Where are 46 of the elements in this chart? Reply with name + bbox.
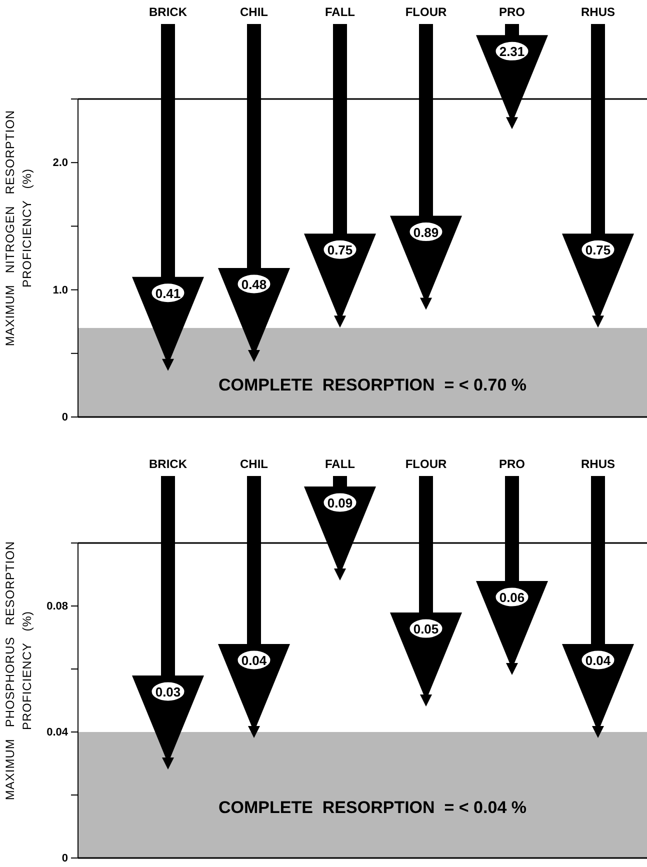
- point: [420, 694, 432, 706]
- y-tick-label: 2.0: [52, 157, 68, 170]
- text: 2.31: [499, 44, 525, 60]
- point: [420, 298, 432, 310]
- annotation: 0.04: [241, 653, 268, 668]
- y-tick-label: 0.08: [46, 600, 68, 613]
- band-label: COMPLETE RESORPTION = < 0.70 %: [218, 375, 526, 394]
- y-tick-label: 0: [62, 852, 68, 865]
- annotation: 0.03: [155, 684, 181, 700]
- x-tick-label: CHIL: [240, 457, 268, 471]
- point: [248, 350, 260, 362]
- text: 0.09: [327, 496, 353, 510]
- y-tick-label: 0: [62, 412, 68, 424]
- x-tick-label: FALL: [325, 5, 355, 19]
- point: [506, 663, 518, 675]
- y-tick-label: 1.0: [52, 284, 68, 296]
- annotation: 0.89: [413, 224, 439, 240]
- x-tick-label: PRO: [498, 457, 526, 471]
- annotation: 0.75: [585, 242, 611, 258]
- x-tick-label: RHUS: [580, 5, 616, 19]
- annotation: 0.75: [327, 242, 353, 258]
- x-tick-label: FLOUR: [405, 457, 447, 471]
- y-axis-title: MAXIMUM NITROGEN RESORPTION PROFICIENCY (%): [3, 110, 34, 346]
- annotation: 0.06: [499, 590, 525, 605]
- x-tick-label: FLOUR: [405, 5, 447, 19]
- point: [592, 316, 604, 328]
- band-label: COMPLETE RESORPTION = < 0.04 %: [218, 798, 526, 817]
- x-tick-label: FALL: [325, 457, 355, 471]
- x-tick-label: BRICK: [149, 457, 188, 471]
- point: [334, 568, 346, 580]
- point: [248, 726, 260, 738]
- x-tick-label: PRO: [498, 5, 526, 19]
- annotation: 0.04: [585, 653, 612, 668]
- x-tick-label: RHUS: [580, 457, 616, 471]
- point: [162, 758, 174, 770]
- y-tick-label: 0.04: [46, 726, 69, 739]
- annotation: 0.48: [241, 276, 267, 292]
- y-axis-title: MAXIMUM PHOSPHORUS RESORPTION PROFICIENCY (%): [3, 540, 34, 800]
- x-tick-label: BRICK: [149, 5, 188, 19]
- point: [334, 316, 346, 328]
- annotation: 0.41: [155, 286, 181, 301]
- point: [162, 358, 174, 371]
- point: [506, 117, 518, 130]
- x-tick-label: CHIL: [240, 5, 268, 19]
- point: [592, 726, 604, 738]
- annotation: 0.05: [413, 622, 439, 636]
